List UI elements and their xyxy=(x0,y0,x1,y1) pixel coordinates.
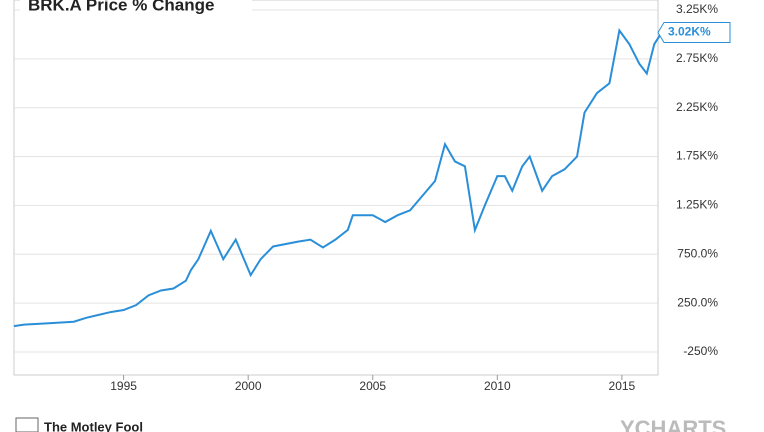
last-value-label: 3.02K% xyxy=(668,25,711,39)
x-tick-label: 2010 xyxy=(484,379,511,393)
y-tick-label: 750.0% xyxy=(677,246,718,260)
y-tick-label: 3.25K% xyxy=(676,2,718,16)
title-box xyxy=(20,0,252,20)
value-flag xyxy=(657,21,731,43)
x-tick-label: 2000 xyxy=(235,379,262,393)
x-tick-label: 2015 xyxy=(609,379,636,393)
y-tick-label: 2.25K% xyxy=(676,100,718,114)
y-tick-label: 250.0% xyxy=(677,295,718,309)
line xyxy=(13,28,663,328)
y-tick-label: 1.25K% xyxy=(676,198,718,212)
x-tick-label: 2005 xyxy=(359,379,386,393)
chart-title: BRK.A Price % Change xyxy=(28,0,214,14)
lines xyxy=(13,28,663,328)
y-tick-label: 1.75K% xyxy=(676,149,718,163)
footer-left: The Motley Fool xyxy=(44,419,143,432)
grid xyxy=(14,9,658,353)
y-tick-label: 2.75K% xyxy=(676,51,718,65)
y-tick-label: -250% xyxy=(683,344,718,358)
plot-area xyxy=(13,0,659,376)
footer-logo xyxy=(15,417,39,432)
x-tick-label: 1995 xyxy=(110,379,137,393)
footer-right: YCHARTS xyxy=(620,416,726,432)
